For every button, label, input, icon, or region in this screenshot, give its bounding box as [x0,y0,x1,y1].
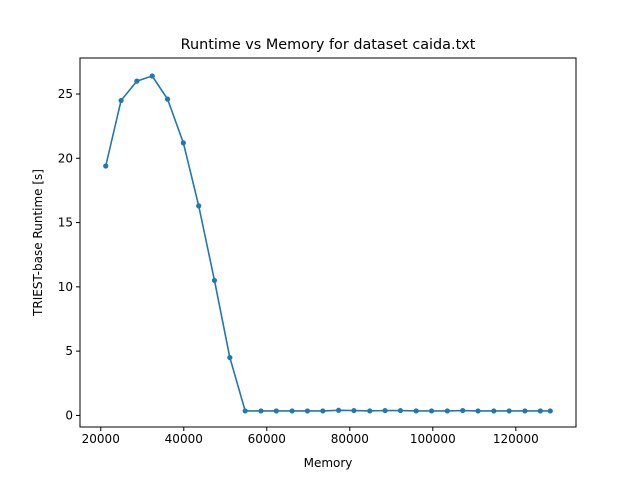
y-tick-label: 10 [58,280,73,294]
x-tick-label: 20000 [82,432,120,446]
data-point [475,408,481,414]
y-axis-label: TRIEST-base Runtime [s] [31,169,45,317]
x-axis-ticks: 20000 40000 60000 80000 100000 120000 [82,427,539,446]
data-point [273,408,279,414]
y-tick-label: 5 [65,344,73,358]
x-tick-label: 80000 [331,432,369,446]
data-point [491,408,497,414]
data-point [196,203,202,209]
x-tick-label: 40000 [165,432,203,446]
data-point [227,354,233,361]
y-tick-label: 0 [65,408,73,422]
data-point [444,408,450,414]
x-tick-label: 120000 [493,432,539,446]
y-tick-label: 25 [58,87,73,101]
series-layer [103,73,553,414]
data-point [134,78,140,84]
data-point [351,407,357,414]
chart-title: Runtime vs Memory for dataset caida.txt [181,37,476,53]
data-point [460,407,466,414]
x-tick-label: 60000 [248,432,286,446]
axes-frame [79,57,577,428]
data-point [335,407,342,413]
data-point [413,408,419,414]
series-line [104,75,551,412]
data-point [180,140,186,146]
data-point [320,408,326,414]
data-point [522,408,528,414]
data-point [164,96,171,102]
data-point [304,408,311,414]
data-point [289,408,295,414]
data-point [367,408,373,414]
y-tick-label: 20 [58,151,73,165]
x-axis-label: Memory [304,456,353,470]
data-point [258,408,264,414]
data-point [103,163,109,169]
data-point [382,407,388,414]
data-point [211,277,218,284]
data-point [118,97,124,104]
x-tick-label: 100000 [410,432,456,446]
data-point [397,407,404,414]
y-axis-ticks: 0 5 10 15 20 25 [58,87,80,422]
data-point [547,408,553,414]
data-point [242,408,248,414]
data-point [537,408,543,414]
y-tick-label: 15 [58,216,73,230]
data-point [428,408,435,414]
data-point [506,408,512,414]
data-point [149,73,155,79]
